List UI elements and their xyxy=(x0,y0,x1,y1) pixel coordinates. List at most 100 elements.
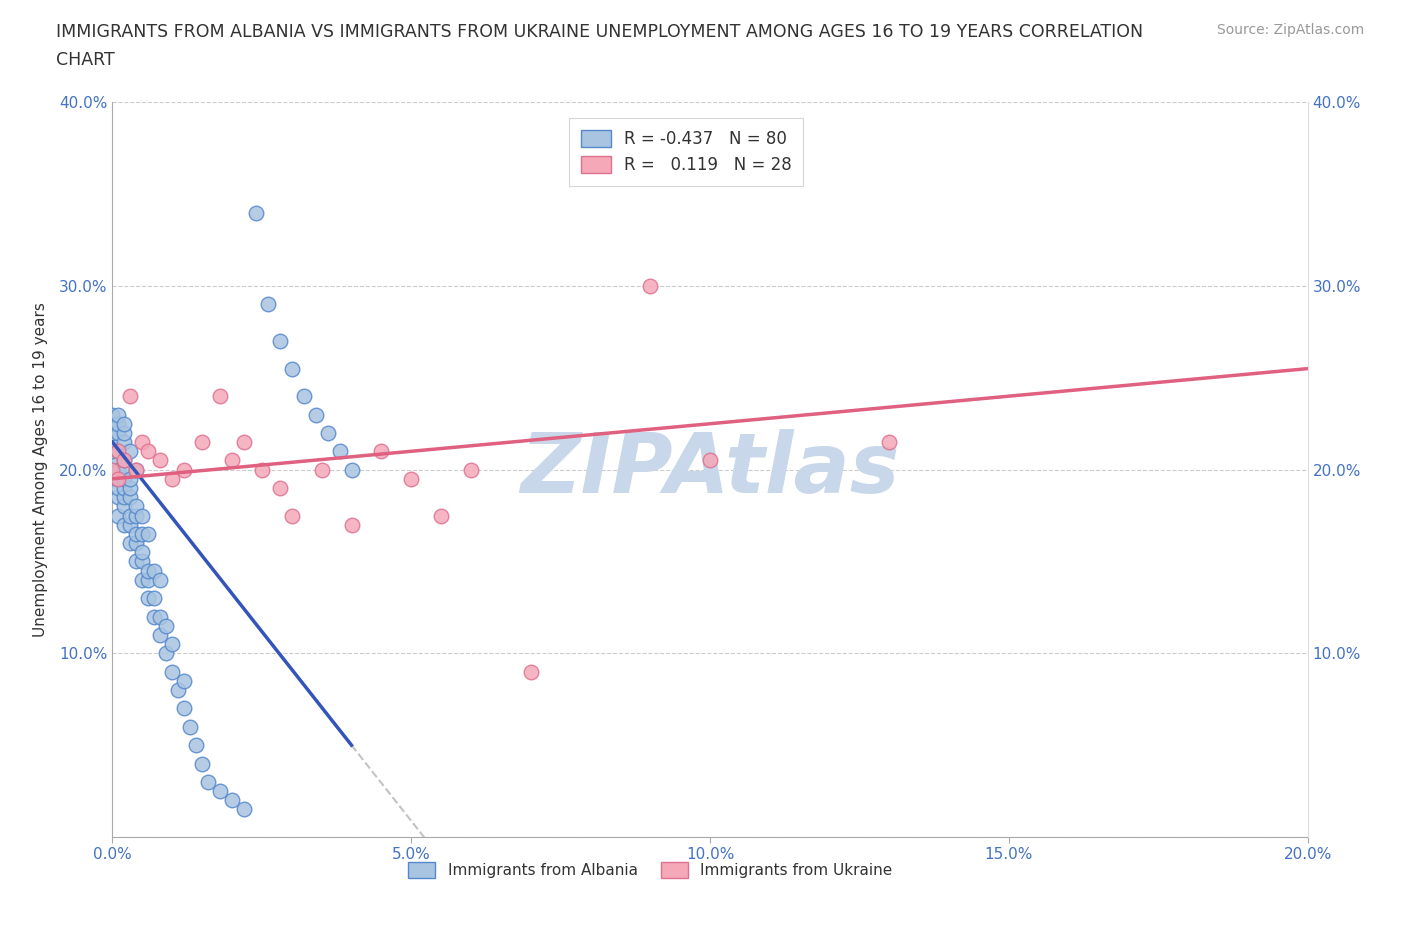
Point xyxy=(138,572,160,588)
Y-axis label: Unemployment Among Ages 16 to 19 years: Unemployment Among Ages 16 to 19 years xyxy=(32,302,48,637)
Point xyxy=(131,545,153,560)
Point xyxy=(107,444,129,458)
Point xyxy=(173,673,195,688)
Point xyxy=(340,517,363,532)
Point xyxy=(257,297,280,312)
Point xyxy=(191,756,214,771)
Point xyxy=(114,453,135,468)
Point xyxy=(107,417,129,432)
Point xyxy=(520,664,543,679)
Point xyxy=(101,453,124,468)
Point xyxy=(162,637,183,652)
Point xyxy=(125,508,148,523)
Point xyxy=(120,536,142,551)
Legend: Immigrants from Albania, Immigrants from Ukraine: Immigrants from Albania, Immigrants from… xyxy=(402,857,898,884)
Point xyxy=(269,481,291,496)
Point xyxy=(120,389,142,404)
Point xyxy=(101,462,124,477)
Point xyxy=(221,453,243,468)
Point xyxy=(879,434,901,449)
Point xyxy=(173,462,195,477)
Point xyxy=(101,462,124,477)
Point xyxy=(107,472,129,486)
Point xyxy=(101,417,124,432)
Point xyxy=(162,472,183,486)
Point xyxy=(245,205,267,219)
Text: CHART: CHART xyxy=(56,51,115,69)
Text: ZIPAtlas: ZIPAtlas xyxy=(520,429,900,511)
Point xyxy=(125,462,148,477)
Point xyxy=(114,472,135,486)
Text: Source: ZipAtlas.com: Source: ZipAtlas.com xyxy=(1216,23,1364,37)
Point xyxy=(107,407,129,422)
Point xyxy=(699,453,721,468)
Point xyxy=(209,784,232,799)
Point xyxy=(107,444,129,458)
Point xyxy=(125,462,148,477)
Point xyxy=(292,389,315,404)
Point xyxy=(131,526,153,541)
Point xyxy=(143,609,166,624)
Point xyxy=(138,444,160,458)
Point xyxy=(179,720,201,735)
Point xyxy=(125,526,148,541)
Point xyxy=(120,517,142,532)
Point xyxy=(250,462,273,477)
Point xyxy=(120,481,142,496)
Point xyxy=(430,508,453,523)
Point xyxy=(149,572,172,588)
Point xyxy=(221,792,243,807)
Point xyxy=(305,407,328,422)
Point xyxy=(114,498,135,513)
Point xyxy=(114,426,135,441)
Point xyxy=(131,434,153,449)
Point xyxy=(114,434,135,449)
Point xyxy=(120,508,142,523)
Point xyxy=(120,490,142,505)
Point xyxy=(640,279,662,294)
Point xyxy=(155,618,177,633)
Text: IMMIGRANTS FROM ALBANIA VS IMMIGRANTS FROM UKRAINE UNEMPLOYMENT AMONG AGES 16 TO: IMMIGRANTS FROM ALBANIA VS IMMIGRANTS FR… xyxy=(56,23,1143,41)
Point xyxy=(340,462,363,477)
Point xyxy=(114,517,135,532)
Point xyxy=(125,498,148,513)
Point xyxy=(233,434,256,449)
Point xyxy=(101,426,124,441)
Point xyxy=(131,572,153,588)
Point xyxy=(197,775,219,790)
Point xyxy=(101,434,124,449)
Point xyxy=(269,334,291,349)
Point xyxy=(209,389,232,404)
Point xyxy=(131,508,153,523)
Point xyxy=(186,737,208,752)
Point xyxy=(281,361,304,376)
Point xyxy=(370,444,392,458)
Point xyxy=(131,554,153,569)
Point xyxy=(114,417,135,432)
Point xyxy=(101,444,124,458)
Point xyxy=(311,462,333,477)
Point xyxy=(191,434,214,449)
Point xyxy=(162,664,183,679)
Point xyxy=(107,462,129,477)
Point xyxy=(167,683,190,698)
Point xyxy=(149,609,172,624)
Point xyxy=(107,481,129,496)
Point xyxy=(460,462,482,477)
Point xyxy=(120,472,142,486)
Point xyxy=(138,564,160,578)
Point xyxy=(114,453,135,468)
Point xyxy=(114,490,135,505)
Point xyxy=(107,508,129,523)
Point xyxy=(149,628,172,643)
Point xyxy=(173,701,195,716)
Point xyxy=(114,462,135,477)
Point xyxy=(107,490,129,505)
Point xyxy=(138,526,160,541)
Point xyxy=(401,472,423,486)
Point xyxy=(149,453,172,468)
Point xyxy=(114,481,135,496)
Point xyxy=(281,508,304,523)
Point xyxy=(107,472,129,486)
Point xyxy=(138,591,160,605)
